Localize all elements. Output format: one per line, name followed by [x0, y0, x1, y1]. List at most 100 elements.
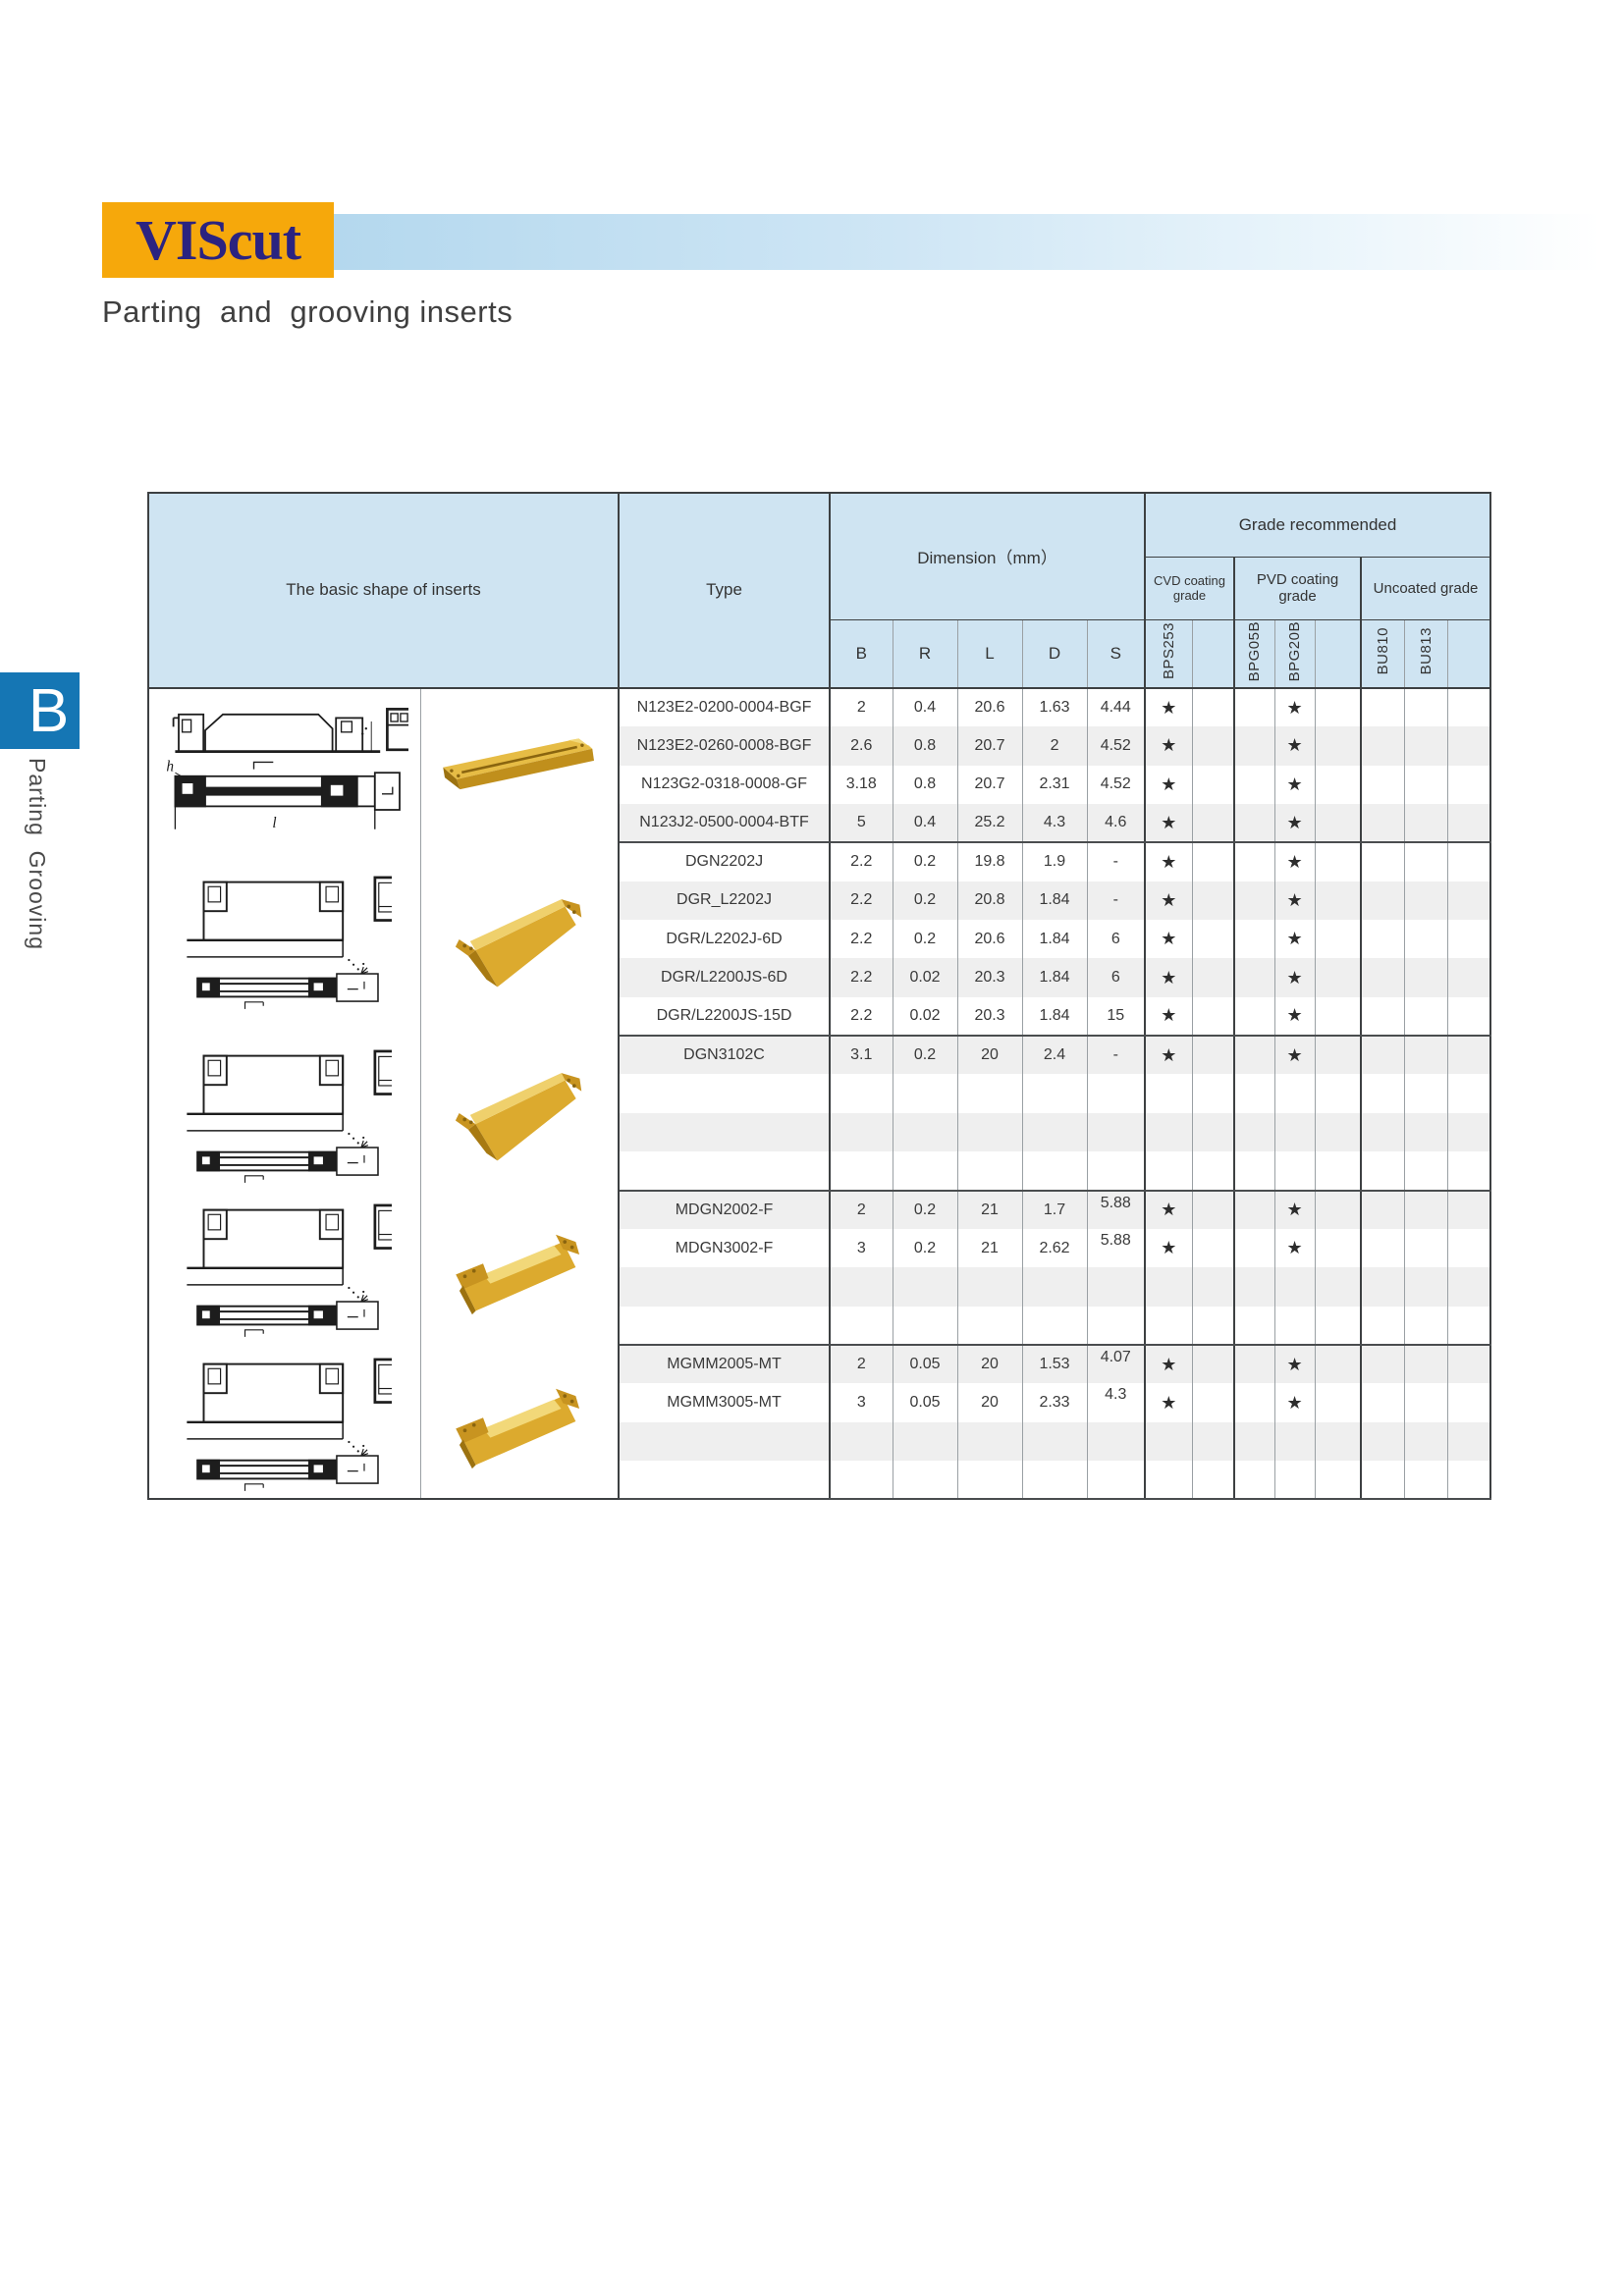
dim-r-cell	[893, 1074, 958, 1113]
insert-photo	[455, 898, 581, 988]
dim-r-cell	[893, 1112, 958, 1152]
grade-empty-cell	[1192, 881, 1236, 921]
grade-empty-cell	[1361, 996, 1405, 1038]
grade-empty-cell	[1192, 842, 1236, 881]
dim-l-cell: 21	[957, 1228, 1023, 1268]
grade-empty-cell	[1234, 1190, 1275, 1229]
grade-empty-cell	[1192, 1151, 1236, 1192]
insert-drawing: h l	[166, 708, 408, 831]
grade-empty-cell	[1315, 881, 1363, 921]
grade-empty-cell	[1404, 881, 1448, 921]
table-row: DGN3102C 3.1 0.2 20 2.4- ★ ★	[148, 1036, 1491, 1191]
dim-d-cell: 1.84	[1022, 996, 1088, 1038]
table-row: DGR/L2200JS-15D 2.2 0.02 20.3 1.84 15 ★ ★	[148, 996, 1491, 1038]
grade-empty-cell	[1192, 1036, 1236, 1075]
insert-photo-cell	[420, 687, 621, 843]
insert-photo-cell	[420, 842, 621, 1037]
header-dim-b: B	[830, 619, 893, 689]
type-cell: DGR/L2200JS-6D	[619, 958, 832, 997]
grade-empty-cell	[1274, 1461, 1316, 1501]
insert-drawing	[187, 1049, 392, 1183]
grade-star-cell: ★	[1145, 920, 1193, 959]
grade-empty-cell	[1234, 1421, 1275, 1462]
grade-empty-cell	[1447, 1383, 1490, 1421]
grade-empty-cell	[1234, 1383, 1275, 1422]
grade-empty-cell	[1234, 1036, 1275, 1075]
dim-r-cell: 0.02	[893, 958, 958, 997]
grade-empty-cell	[1361, 1267, 1405, 1307]
grade-empty-cell	[1404, 1036, 1448, 1075]
grade-empty-cell	[1192, 958, 1236, 997]
grade-star-cell: ★	[1274, 1228, 1316, 1268]
table-row-empty	[148, 1267, 1491, 1307]
grade-empty-cell	[1192, 1383, 1236, 1422]
dim-r-cell: 0.2	[893, 842, 958, 881]
dim-s-cell	[1087, 1074, 1147, 1113]
table-row: N123J2-0500-0004-BTF 5 0.4 25.2 4.3 4.6 ★ ★	[148, 803, 1491, 844]
dim-l-cell: 25.2	[957, 803, 1023, 844]
header-grade-bu810: BU810	[1361, 619, 1405, 689]
grade-empty-cell	[1404, 1074, 1448, 1113]
dim-d-cell: 2.31	[1022, 765, 1088, 804]
dim-l-cell: 20	[957, 1344, 1023, 1384]
header-grade-bpg20b: BPG20B	[1274, 619, 1316, 689]
table-row: DGR_L2202J 2.2 0.2 20.8 1.84- ★ ★	[148, 881, 1491, 921]
grade-empty-cell	[1447, 803, 1491, 844]
dim-b-cell	[830, 1112, 893, 1152]
grade-empty-cell	[1361, 1306, 1405, 1346]
grade-empty-cell	[1192, 1421, 1236, 1462]
dim-s-cell: -	[1087, 1036, 1147, 1075]
grade-empty-cell	[1404, 726, 1448, 766]
grade-empty-cell	[1145, 1461, 1193, 1501]
grade-empty-cell	[1234, 881, 1275, 921]
dim-s-cell: 4.52	[1087, 765, 1147, 804]
header-cvd-group: CVD coating grade	[1145, 557, 1236, 620]
dim-b-cell: 2	[830, 1344, 893, 1384]
grade-empty-cell	[1315, 958, 1363, 997]
dim-b-cell: 2.2	[830, 842, 893, 881]
type-cell: MDGN2002-F	[619, 1190, 832, 1229]
grade-star-cell: ★	[1145, 996, 1193, 1038]
dim-s-cell: 4.52	[1087, 726, 1147, 766]
header-dim-d: D	[1022, 619, 1088, 689]
grade-empty-cell	[1315, 1190, 1363, 1229]
grade-empty-cell	[1404, 1344, 1448, 1384]
grade-empty-cell	[1447, 1190, 1491, 1229]
insert-drawing-cell	[148, 1190, 421, 1345]
dim-l-cell	[957, 1267, 1023, 1307]
dim-l-cell	[957, 1461, 1023, 1501]
grade-empty-cell	[1192, 1190, 1236, 1229]
dim-l-cell: 21	[957, 1190, 1023, 1229]
table-row-empty	[148, 1461, 1491, 1501]
dim-r-cell: 0.2	[893, 881, 958, 921]
grade-star-cell: ★	[1274, 1190, 1316, 1229]
grade-star-cell: ★	[1145, 803, 1193, 844]
grade-star-cell: ★	[1145, 1344, 1193, 1384]
grade-empty-cell	[1447, 842, 1490, 881]
grade-empty-cell	[1447, 726, 1491, 766]
section-tab-b: B	[0, 672, 80, 749]
header-dim-r: R	[893, 619, 958, 689]
dim-d-cell	[1022, 1461, 1088, 1501]
grade-empty-cell	[1315, 920, 1363, 959]
dim-d-cell	[1022, 1421, 1088, 1462]
grade-empty-cell	[1234, 920, 1275, 959]
dim-l-cell: 20.6	[957, 920, 1023, 959]
dim-s-cell: 4.44	[1087, 687, 1147, 727]
grade-empty-cell	[1192, 803, 1236, 844]
dim-b-cell: 2	[830, 687, 893, 727]
header-shape: The basic shape of inserts	[148, 493, 621, 689]
dim-s-cell: -	[1087, 881, 1147, 921]
table-row-empty	[148, 1151, 1491, 1192]
dim-d-cell: 2.33	[1022, 1383, 1088, 1422]
dim-d-cell	[1022, 1151, 1088, 1192]
grade-empty-cell	[1404, 1267, 1448, 1307]
grade-empty-cell	[1361, 1112, 1405, 1152]
dim-r-cell: 0.2	[893, 1036, 958, 1075]
dim-r-cell: 0.02	[893, 996, 958, 1038]
grade-empty-cell	[1234, 1151, 1275, 1192]
grade-star-cell: ★	[1145, 881, 1193, 921]
table-row: h l N123E2-0200-0004-BGF 2 0.4 20.6 1.63 4.44…	[148, 687, 1490, 843]
grade-empty-cell	[1234, 1344, 1275, 1384]
grade-empty-cell	[1234, 687, 1275, 727]
